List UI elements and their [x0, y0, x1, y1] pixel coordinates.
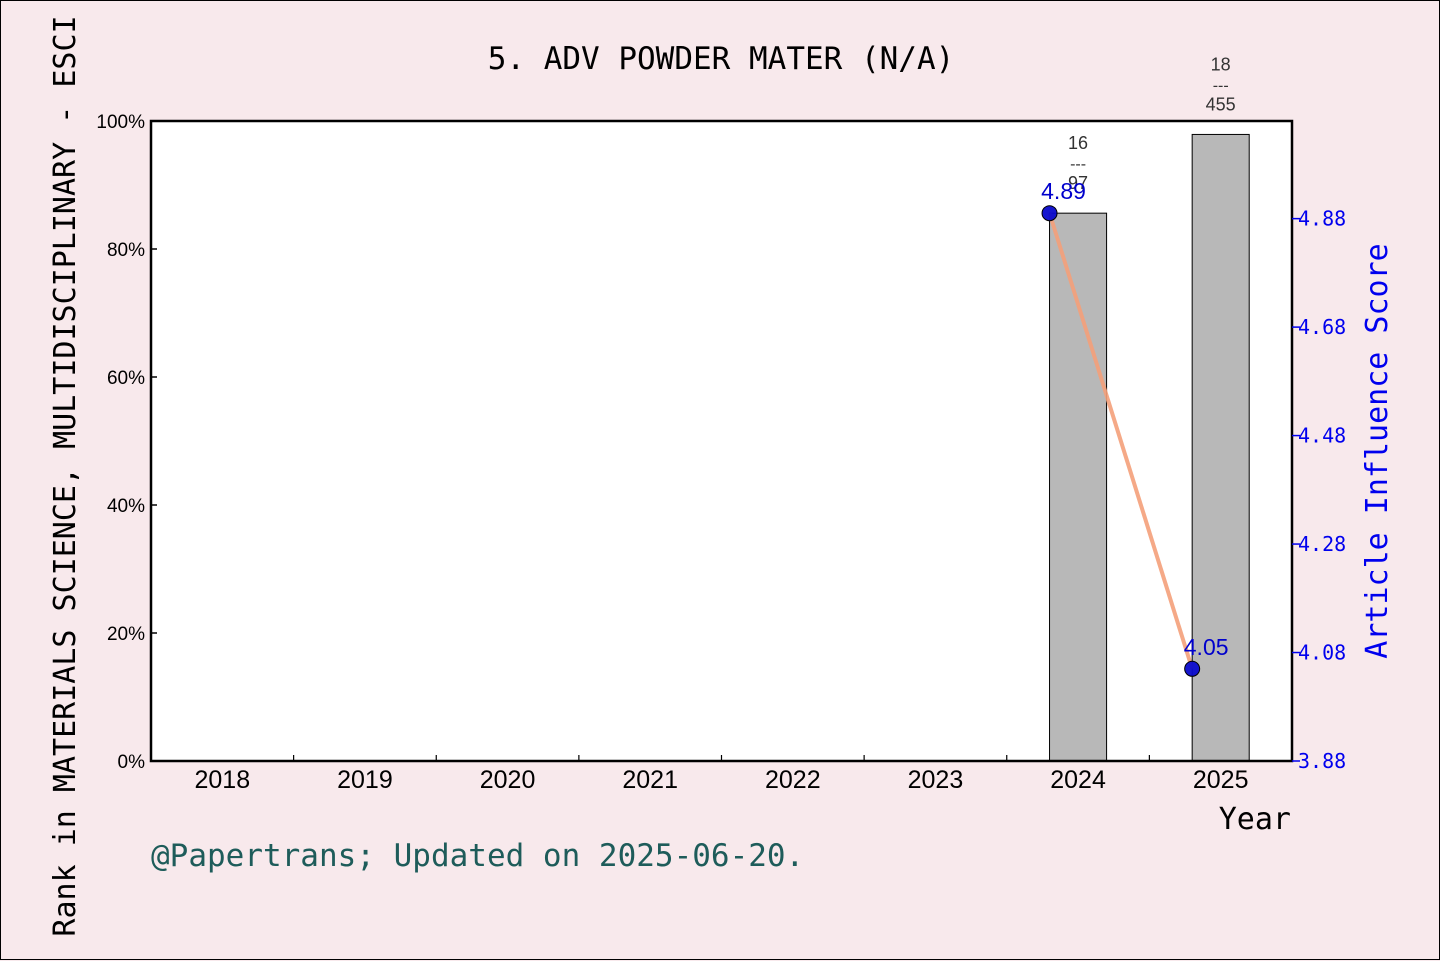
x-tick-label: 2025	[1193, 766, 1249, 794]
bar-2024	[1049, 212, 1108, 762]
ais-point-label: 4.89	[1041, 178, 1086, 204]
y-axis-label: Rank in MATERIALS SCIENCE, MULTIDISCIPLI…	[48, 15, 83, 936]
bar-rank-separator: ---	[1213, 77, 1229, 94]
ais-series-line	[1047, 212, 1195, 670]
x-tick-label: 2024	[1050, 766, 1106, 794]
y-tick-label: 80%	[107, 240, 145, 261]
bar-total-label: 455	[1206, 94, 1236, 114]
y2-tick-label: 4.88	[1298, 207, 1346, 231]
y-tick-label: 0%	[118, 752, 146, 773]
footer-credit: @Papertrans; Updated on 2025-06-20.	[151, 838, 804, 874]
x-tick-label: 2021	[622, 766, 678, 794]
y-ticks-layer: 0% 20% 40% 60% 80% 100%	[96, 112, 157, 773]
y2-tick-label: 4.08	[1298, 641, 1346, 665]
x-tick-label: 2022	[765, 766, 821, 794]
y-tick-label: 60%	[107, 368, 145, 389]
bar-rank-label: 16	[1068, 133, 1088, 153]
x-tick-label: 2020	[480, 766, 536, 794]
bar-2025	[1191, 133, 1250, 762]
chart-title: 5. ADV POWDER MATER (N/A)	[488, 41, 955, 77]
ais-point	[1041, 205, 1058, 222]
x-tick-label: 2018	[195, 766, 251, 794]
x-tick-label: 2019	[337, 766, 393, 794]
x-tick-label: 2023	[908, 766, 964, 794]
line-layer: 4.89 4.05	[1041, 178, 1229, 677]
x-ticks-layer: 2018 2019 2020 2021 2022 2023 2024 2025	[195, 755, 1249, 794]
x-axis-label: Year	[1219, 802, 1291, 837]
y2-tick-label: 4.28	[1298, 532, 1346, 556]
y-tick-label: 20%	[107, 624, 145, 645]
y2-tick-label: 3.88	[1298, 749, 1346, 773]
y2-axis-label: Article Influence Score	[1360, 243, 1395, 658]
y2-ticks-layer: 3.88 4.08 4.28 4.48 4.68 4.88	[1292, 207, 1346, 773]
y2-tick-label: 4.48	[1298, 424, 1346, 448]
y-tick-label: 100%	[96, 112, 145, 133]
ais-point	[1184, 660, 1201, 677]
ais-point-label: 4.05	[1184, 634, 1229, 660]
bar-total-label: 97	[1068, 173, 1088, 193]
y2-tick-label: 4.68	[1298, 315, 1346, 339]
y-tick-label: 40%	[107, 496, 145, 517]
bar-rank-separator: ---	[1070, 156, 1086, 173]
bar-rank-label: 18	[1211, 54, 1231, 74]
